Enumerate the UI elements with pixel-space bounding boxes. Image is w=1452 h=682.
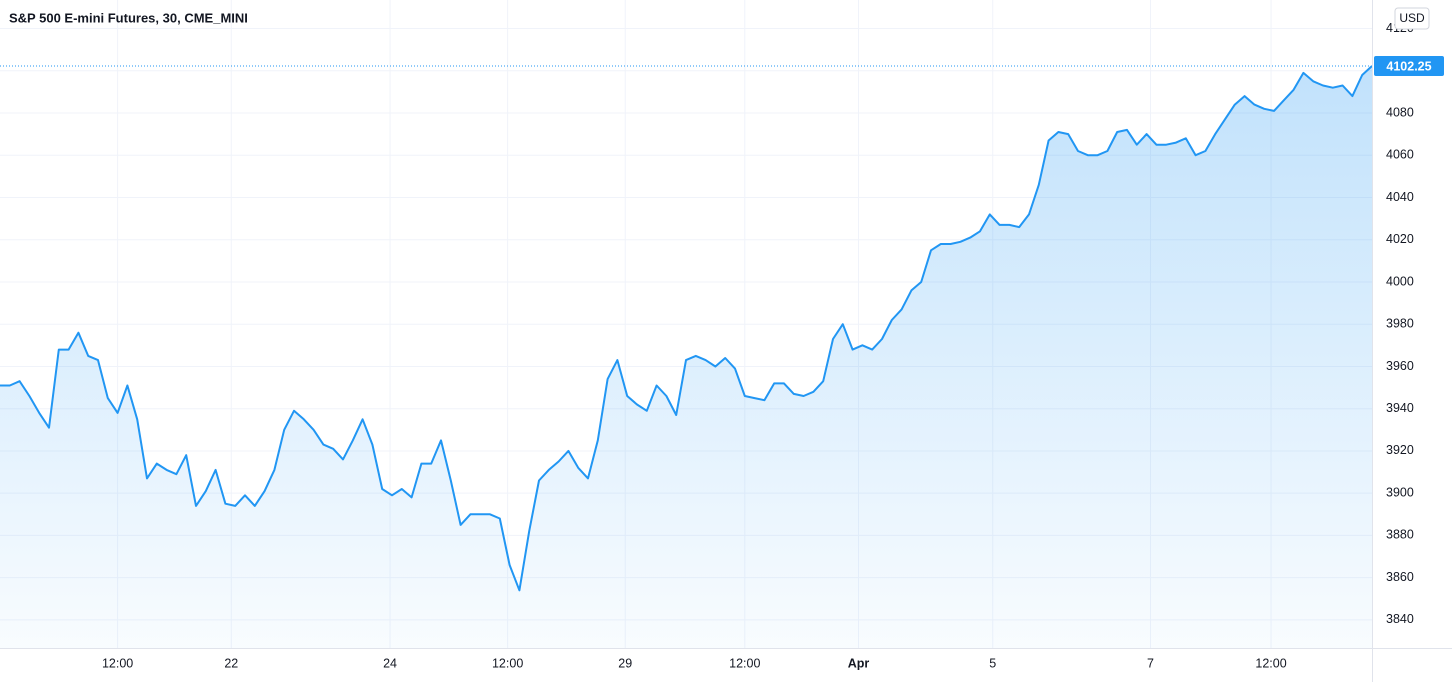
axes: 3840 3860 3880 3900 3920 3940 3960 3980 4000 4020… bbox=[102, 21, 1444, 670]
x-tick-label: 5 bbox=[989, 656, 996, 670]
x-tick-label: 12:00 bbox=[102, 656, 133, 670]
y-tick-label: 3840 bbox=[1386, 612, 1414, 626]
area bbox=[0, 66, 1372, 648]
last-price-label: 4102.25 bbox=[1386, 59, 1431, 73]
x-tick-label: 12:00 bbox=[729, 656, 760, 670]
y-tick-label: 4080 bbox=[1386, 105, 1414, 119]
y-tick-label: 3940 bbox=[1386, 401, 1414, 415]
y-tick-label: 4040 bbox=[1386, 190, 1414, 204]
currency-label: USD bbox=[1399, 11, 1425, 25]
x-tick-label: 29 bbox=[618, 656, 632, 670]
line bbox=[0, 65, 1373, 592]
y-tick-label: 3860 bbox=[1386, 570, 1414, 584]
x-tick-label: Apr bbox=[848, 656, 870, 670]
x-tick-label: 22 bbox=[224, 656, 238, 670]
y-tick-label: 4000 bbox=[1386, 274, 1414, 288]
currency-badge bbox=[1394, 7, 1430, 30]
plot bbox=[0, 65, 1373, 648]
last-price-badge bbox=[1374, 56, 1444, 77]
x-tick-label: 7 bbox=[1147, 656, 1154, 670]
x-tick-label: 24 bbox=[383, 656, 397, 670]
y-tick-label: 3980 bbox=[1386, 317, 1414, 331]
y-tick-label: 3920 bbox=[1386, 443, 1414, 457]
y-tick-label: 4060 bbox=[1386, 148, 1414, 162]
y-tick-label: 3960 bbox=[1386, 359, 1414, 373]
x-tick-label: 12:00 bbox=[492, 656, 523, 670]
y-tick-label: 4020 bbox=[1386, 232, 1414, 246]
y-tick-label: 3900 bbox=[1386, 485, 1414, 499]
y-tick-label: 3880 bbox=[1386, 528, 1414, 542]
chart-title: S&P 500 E-mini Futures, 30, CME_MINI bbox=[9, 10, 248, 25]
x-tick-label: 12:00 bbox=[1255, 656, 1286, 670]
